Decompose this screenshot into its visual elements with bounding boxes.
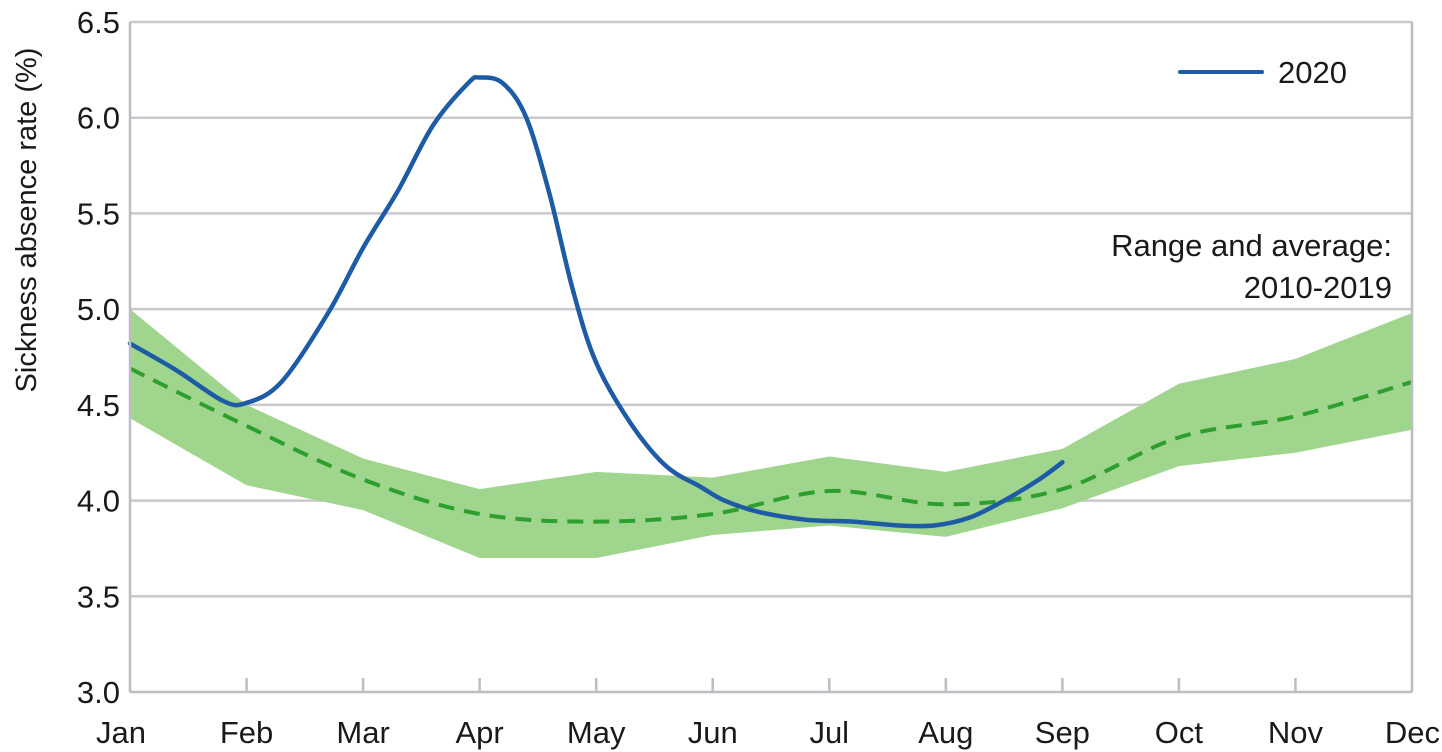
x-tick-label: Feb <box>220 715 273 750</box>
series-line-2020 <box>127 74 1065 529</box>
range-band-layer <box>130 309 1412 558</box>
x-tick-label: Jul <box>809 715 849 750</box>
y-tick-label: 3.0 <box>77 675 120 710</box>
x-tick-label: Jun <box>688 715 738 750</box>
x-tick-label: May <box>567 715 626 750</box>
band-annotation-line2: 2010-2019 <box>1244 270 1392 305</box>
x-tick-label: Nov <box>1268 715 1324 750</box>
range-band-2010-2019 <box>130 309 1412 558</box>
y-tick-label: 4.0 <box>77 484 120 519</box>
legend: 2020 <box>1178 55 1347 90</box>
y-axis-title: Sickness absence rate (%) <box>11 48 43 393</box>
x-tick-labels: Jan Feb Mar Apr May Jun Jul Aug Sep Oct Nov Dec <box>96 715 1440 750</box>
x-tick-label: Mar <box>336 715 389 750</box>
band-annotation-line1: Range and average: <box>1111 228 1392 263</box>
y-tick-label: 3.5 <box>77 579 120 614</box>
x-tick-label: Aug <box>918 715 973 750</box>
y-tick-label: 6.5 <box>77 5 120 40</box>
legend-label-2020: 2020 <box>1278 55 1347 90</box>
x-tick-label: Oct <box>1155 715 1204 750</box>
x-tick-label: Dec <box>1385 715 1440 750</box>
x-tick-label: Sep <box>1035 715 1090 750</box>
y-tick-label: 5.0 <box>77 292 120 327</box>
y-tick-label: 4.5 <box>77 388 120 423</box>
series-layer <box>127 74 1413 529</box>
y-tick-labels: 3.0 3.5 4.0 4.5 5.0 5.5 6.0 6.5 <box>77 5 120 710</box>
x-tick-label: Apr <box>456 715 504 750</box>
y-tick-label: 5.5 <box>77 196 120 231</box>
axis-layer <box>128 22 1414 694</box>
y-tick-label: 6.0 <box>77 101 120 136</box>
x-tick-label: Jan <box>96 715 146 750</box>
